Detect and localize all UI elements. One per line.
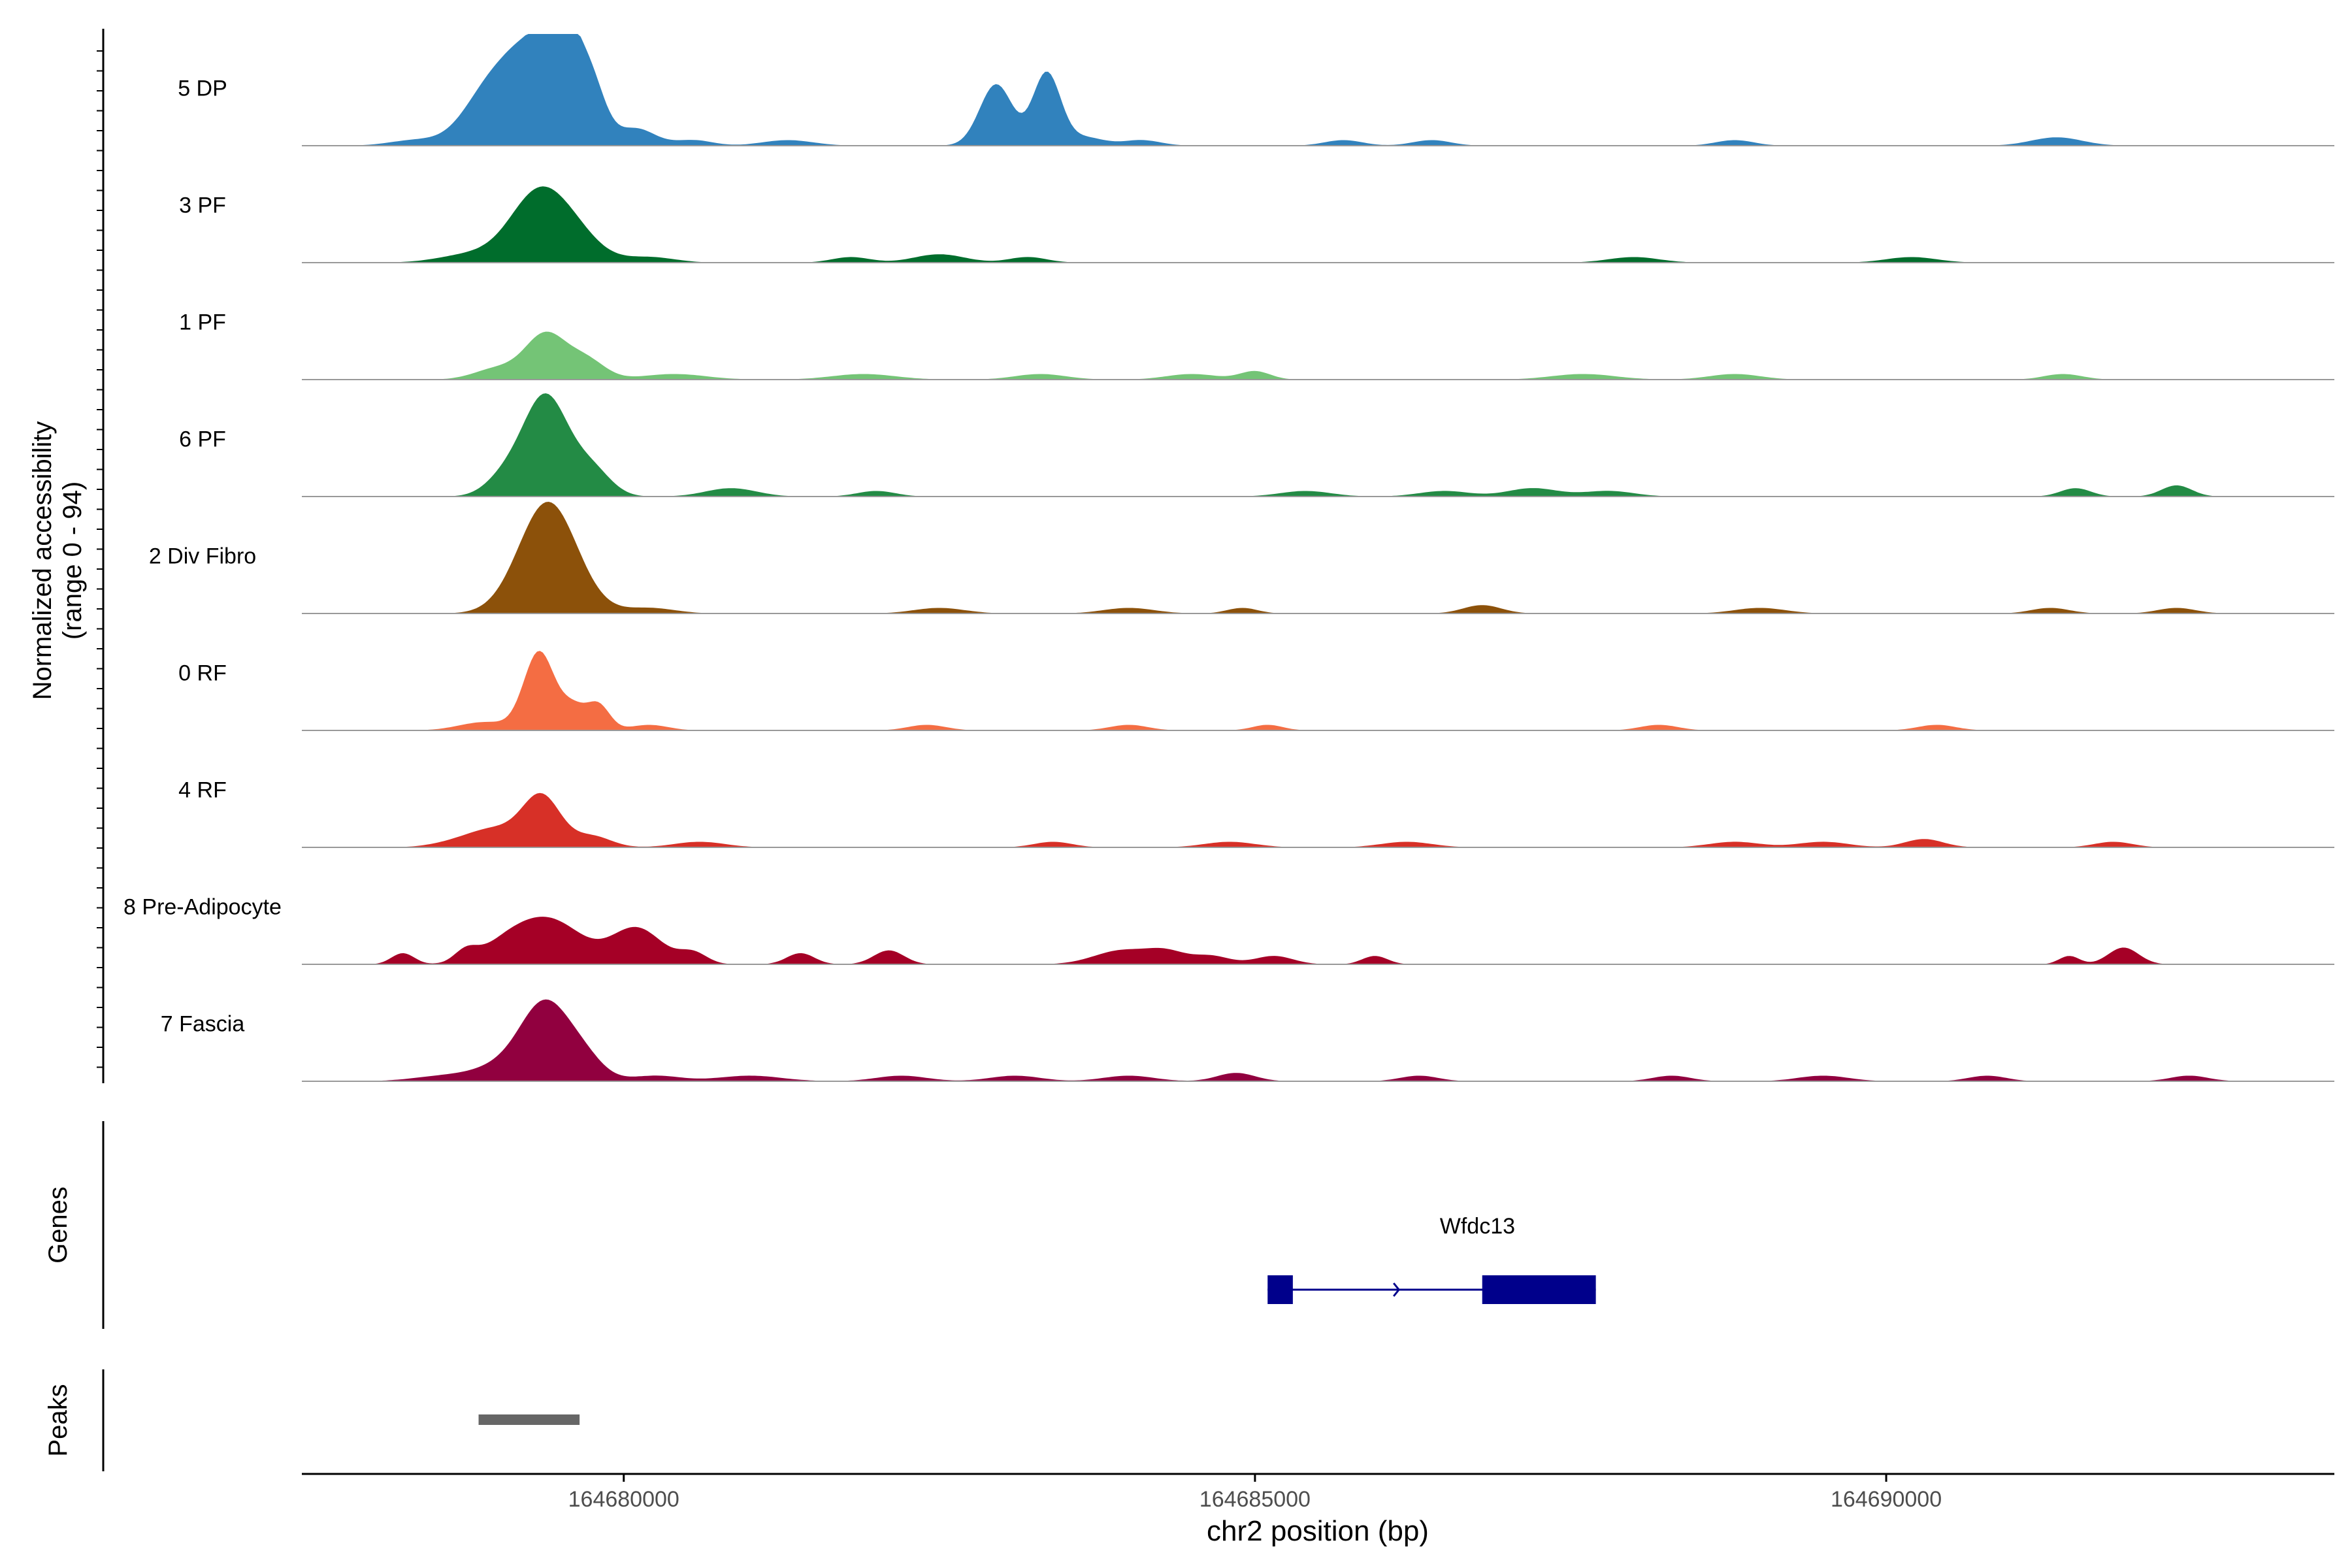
track-5: 0 RF — [178, 651, 2334, 731]
coverage-area — [302, 502, 2334, 613]
exon-1 — [1482, 1275, 1596, 1304]
track-1: 3 PF — [179, 186, 2334, 263]
track-label: 5 DP — [178, 76, 227, 101]
track-label: 1 PF — [179, 310, 226, 335]
track-2: 1 PF — [179, 310, 2334, 380]
genes-track: Wfdc13 — [1267, 1214, 1596, 1304]
track-label: 0 RF — [178, 661, 227, 686]
x-tick-label: 164680000 — [568, 1487, 679, 1512]
coverage-area — [302, 651, 2334, 730]
y-axis-range: (range 0 - 94) — [58, 482, 87, 640]
track-4: 2 Div Fibro — [149, 502, 2334, 614]
coverage-area — [302, 792, 2334, 847]
track-8: 7 Fascia — [161, 999, 2334, 1082]
peak-region-0 — [478, 1414, 580, 1425]
track-0: 5 DP — [178, 34, 2334, 146]
coverage-area — [302, 917, 2334, 964]
coverage-area — [302, 34, 2334, 146]
track-label: 2 Div Fibro — [149, 544, 256, 569]
track-7: 8 Pre-Adipocyte — [123, 895, 2334, 965]
peaks-track — [478, 1414, 580, 1425]
x-axis: 164680000 164685000 164690000 — [568, 1474, 1942, 1512]
track-label: 6 PF — [179, 427, 226, 452]
strand-arrow — [1392, 1282, 1401, 1297]
track-label: 4 RF — [178, 778, 227, 803]
x-axis-title: chr2 position (bp) — [1207, 1515, 1429, 1547]
peaks-track-label: Peaks — [44, 1384, 73, 1456]
coverage-area — [302, 331, 2334, 380]
track-label: 7 Fascia — [161, 1012, 245, 1037]
gene-0: Wfdc13 — [1267, 1214, 1596, 1304]
exon-0 — [1267, 1275, 1293, 1304]
coverage-area — [302, 186, 2334, 263]
track-label: 8 Pre-Adipocyte — [123, 895, 282, 920]
track-6: 4 RF — [178, 778, 2334, 848]
y-axis-title: Normalized accessibility — [28, 421, 57, 700]
x-tick-label: 164685000 — [1200, 1487, 1311, 1512]
coverage-area — [302, 999, 2334, 1081]
y-axis-ticks — [97, 50, 103, 1068]
track-3: 6 PF — [179, 393, 2334, 497]
coverage-tracks: 5 DP 3 PF 1 PF 6 PF 2 Div Fibro 0 RF 4 RF 8 Pre… — [123, 34, 2334, 1082]
coverage-area — [302, 393, 2334, 497]
genes-track-label: Genes — [44, 1186, 73, 1264]
gene-name: Wfdc13 — [1440, 1214, 1515, 1239]
x-tick-label: 164690000 — [1831, 1487, 1942, 1512]
track-label: 3 PF — [179, 193, 226, 218]
